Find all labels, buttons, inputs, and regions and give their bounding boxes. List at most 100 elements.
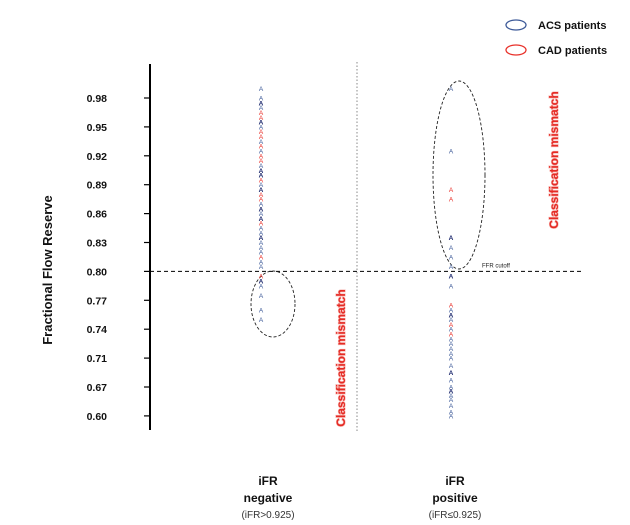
data-point: A bbox=[259, 283, 264, 290]
y-tick-label: 0.98 bbox=[87, 93, 108, 105]
category-label-negative: iFR negative (iFR>0.925) bbox=[241, 474, 294, 521]
data-point: A bbox=[259, 230, 264, 237]
data-point: A bbox=[449, 322, 454, 329]
category-label-positive: iFR positive (iFR≤0.925) bbox=[429, 474, 482, 521]
data-point: A bbox=[259, 317, 264, 324]
y-tick-label: 0.77 bbox=[87, 295, 108, 307]
data-point: A bbox=[449, 235, 454, 242]
data-point: A bbox=[259, 148, 264, 155]
data-point: A bbox=[449, 307, 454, 314]
data-point: A bbox=[259, 264, 264, 271]
data-point: A bbox=[259, 177, 264, 184]
y-tick-label: 0.71 bbox=[87, 353, 108, 365]
data-point: A bbox=[259, 259, 264, 266]
data-point: A bbox=[259, 158, 264, 165]
data-point: A bbox=[259, 182, 264, 189]
data-point: A bbox=[449, 187, 454, 194]
data-point: A bbox=[449, 197, 454, 204]
data-point: A bbox=[449, 389, 454, 396]
data-point: A bbox=[259, 187, 264, 194]
data-point: A bbox=[259, 226, 264, 233]
data-point: A bbox=[259, 168, 264, 175]
data-point: A bbox=[259, 163, 264, 170]
data-point: A bbox=[259, 307, 264, 314]
data-point: A bbox=[449, 86, 454, 93]
y-tick-label: 0.92 bbox=[87, 151, 108, 163]
y-tick-label: 0.95 bbox=[87, 122, 108, 134]
category-subtitle: negative bbox=[244, 491, 293, 505]
ffr-cutoff-label: FFR cutoff bbox=[482, 263, 510, 269]
data-point: A bbox=[259, 124, 264, 131]
data-point: A bbox=[449, 332, 454, 339]
data-point: A bbox=[449, 351, 454, 358]
y-tick-label: 0.80 bbox=[87, 266, 108, 278]
data-point: A bbox=[449, 336, 454, 343]
data-point: A bbox=[259, 211, 264, 218]
data-point: A bbox=[259, 139, 264, 146]
data-point: A bbox=[449, 363, 454, 370]
y-tick-label: 0.89 bbox=[87, 180, 108, 192]
category-note: (iFR>0.925) bbox=[241, 510, 294, 521]
data-point: A bbox=[449, 245, 454, 252]
y-axis-ticks: 0.98 0.95 0.92 0.89 0.86 0.83 0.80 0.77 0.74 0.71… bbox=[87, 93, 150, 423]
mismatch-ellipse-negative bbox=[250, 270, 296, 338]
data-point: A bbox=[259, 173, 264, 180]
data-point: A bbox=[449, 283, 454, 290]
legend: ACS patients CAD patients bbox=[505, 19, 607, 57]
data-point: A bbox=[449, 397, 454, 404]
y-tick-label: 0.60 bbox=[87, 411, 108, 423]
data-point: A bbox=[259, 153, 264, 160]
data-point: A bbox=[259, 293, 264, 300]
category-subtitle: positive bbox=[432, 491, 478, 505]
data-point: A bbox=[449, 393, 454, 400]
data-point: A bbox=[449, 377, 454, 384]
data-point: A bbox=[259, 192, 264, 199]
data-point: A bbox=[449, 148, 454, 155]
data-point: A bbox=[449, 346, 454, 353]
data-point: A bbox=[259, 235, 264, 242]
mismatch-ellipse-positive bbox=[432, 80, 486, 270]
legend-cad-label: CAD patients bbox=[538, 45, 607, 57]
data-point: A bbox=[449, 356, 454, 363]
data-point: A bbox=[259, 279, 264, 286]
data-point: A bbox=[449, 409, 454, 416]
data-point: A bbox=[259, 100, 264, 107]
legend-acs-label: ACS patients bbox=[538, 20, 606, 32]
data-point: A bbox=[259, 201, 264, 208]
data-point: A bbox=[259, 254, 264, 261]
data-points: AAAAAAAAAAAAAAAAAAAAAAAAAAAAAAAAAAAAAAAA… bbox=[259, 86, 454, 421]
category-title: iFR bbox=[258, 474, 278, 488]
data-point: A bbox=[449, 254, 454, 261]
data-point: A bbox=[259, 240, 264, 247]
data-point: A bbox=[449, 274, 454, 281]
data-point: A bbox=[259, 86, 264, 93]
data-point: A bbox=[449, 413, 454, 420]
data-point: A bbox=[259, 96, 264, 103]
data-point: A bbox=[259, 245, 264, 252]
data-point: A bbox=[259, 197, 264, 204]
data-point: A bbox=[259, 216, 264, 223]
data-point: A bbox=[259, 206, 264, 213]
mismatch-annotation-positive: Classification mismatch bbox=[547, 91, 561, 228]
data-point: A bbox=[259, 129, 264, 136]
data-point: A bbox=[259, 120, 264, 127]
data-point: A bbox=[259, 110, 264, 117]
y-tick-label: 0.74 bbox=[87, 324, 108, 336]
data-point: A bbox=[259, 250, 264, 257]
data-point: A bbox=[259, 221, 264, 228]
data-point: A bbox=[259, 274, 264, 281]
data-point: A bbox=[259, 144, 264, 151]
data-point: A bbox=[449, 312, 454, 319]
category-title: iFR bbox=[445, 474, 465, 488]
data-point: A bbox=[449, 370, 454, 377]
data-point: A bbox=[259, 105, 264, 112]
data-point: A bbox=[449, 317, 454, 324]
legend-acs-swatch bbox=[505, 19, 527, 31]
legend-cad-swatch bbox=[505, 44, 527, 56]
mismatch-annotation-negative: Classification mismatch bbox=[334, 289, 348, 426]
category-note: (iFR≤0.925) bbox=[429, 510, 482, 521]
data-point: A bbox=[449, 385, 454, 392]
data-point: A bbox=[449, 341, 454, 348]
data-point: A bbox=[259, 115, 264, 122]
